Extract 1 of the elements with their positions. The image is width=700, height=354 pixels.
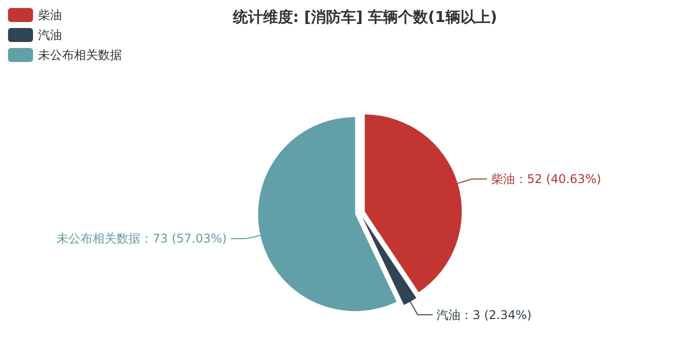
title: 统计维度: [消防车] 车辆个数(1辆以上) xyxy=(232,8,498,26)
